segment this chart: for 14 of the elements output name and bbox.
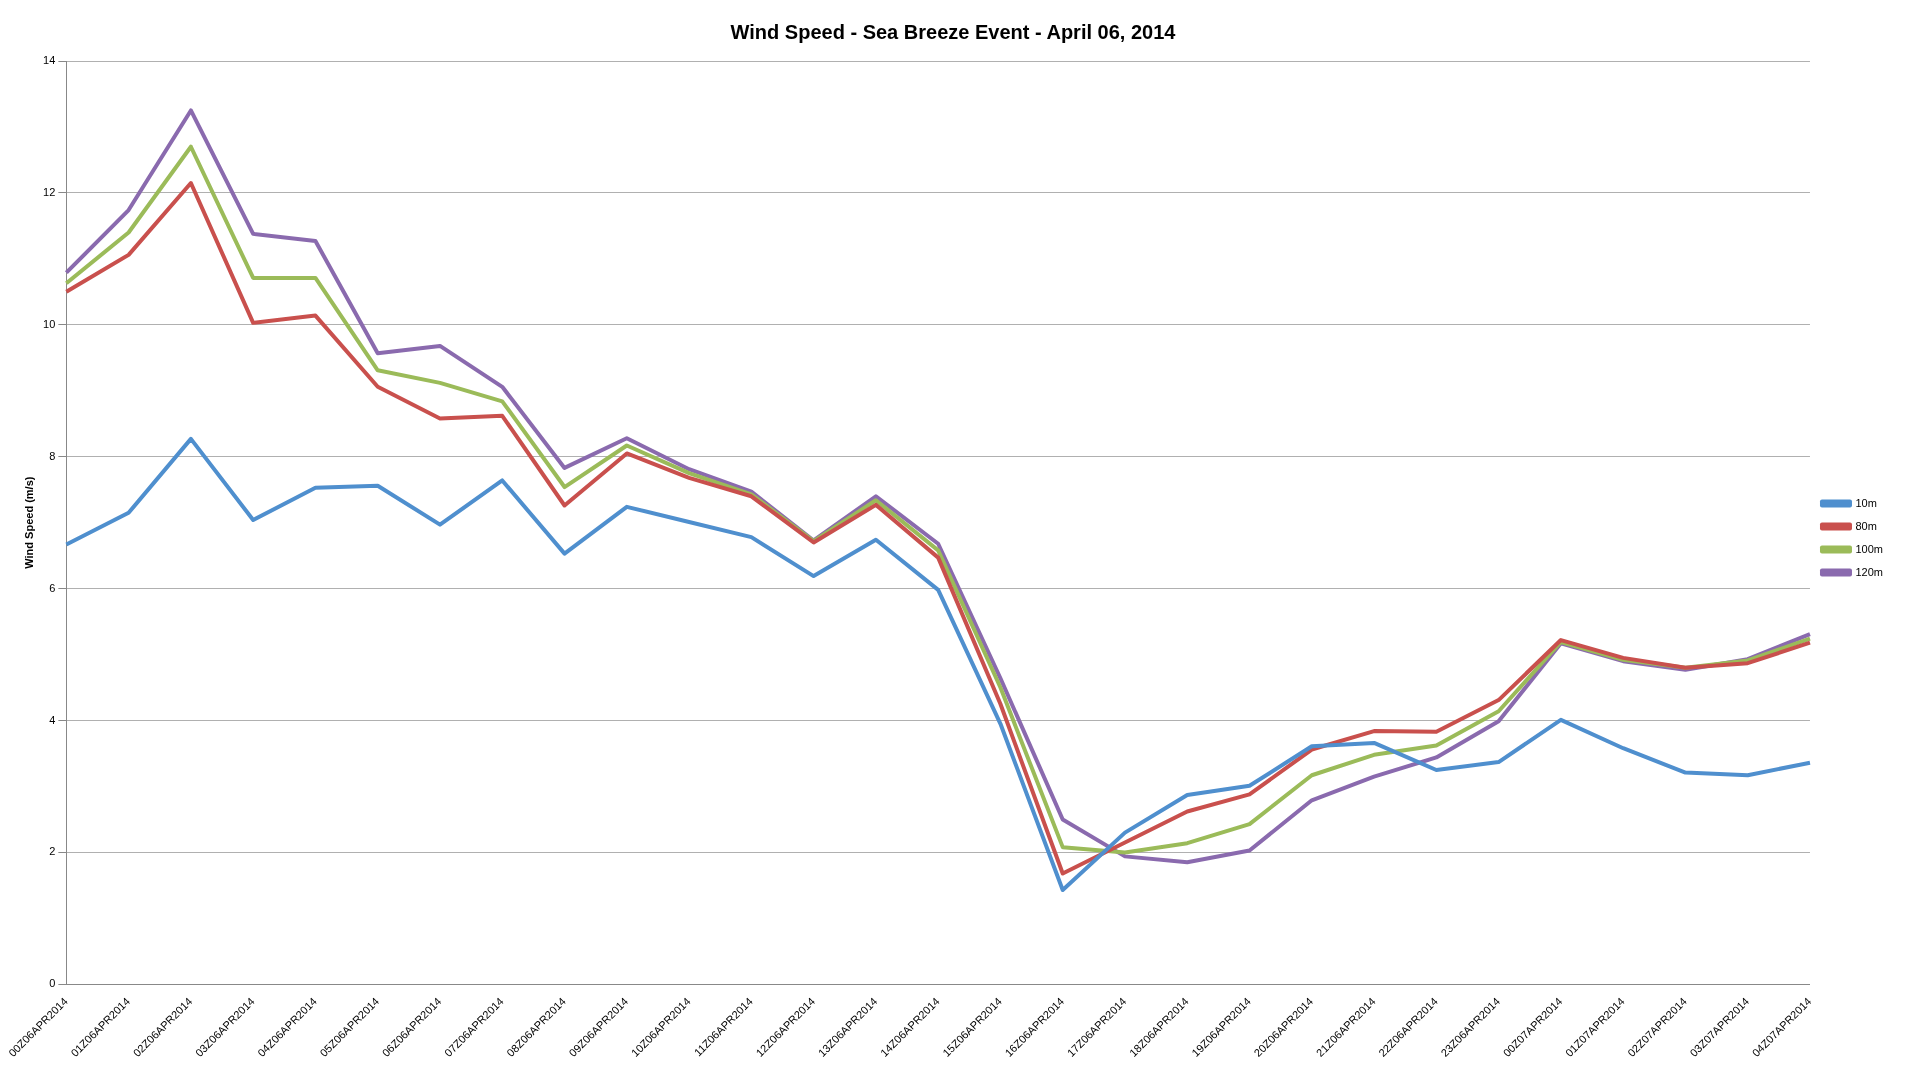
y-tick-label: 14 bbox=[43, 54, 56, 67]
legend-label: 80m bbox=[1855, 519, 1877, 532]
chart-title: Wind Speed - Sea Breeze Event - April 06, 2014 bbox=[730, 20, 1177, 43]
y-tick-label: 6 bbox=[49, 581, 56, 594]
legend-label: 120m bbox=[1855, 565, 1884, 578]
y-tick-label: 8 bbox=[49, 449, 56, 462]
y-tick-label: 10 bbox=[43, 317, 56, 330]
y-tick-label: 0 bbox=[49, 977, 56, 990]
legend-label: 100m bbox=[1855, 542, 1884, 555]
legend-label: 10m bbox=[1855, 496, 1877, 509]
y-tick-label: 2 bbox=[49, 845, 56, 858]
y-axis-title: Wind Speed (m/s) bbox=[22, 476, 35, 569]
y-tick-label: 4 bbox=[49, 713, 56, 726]
y-tick-label: 12 bbox=[43, 185, 56, 198]
